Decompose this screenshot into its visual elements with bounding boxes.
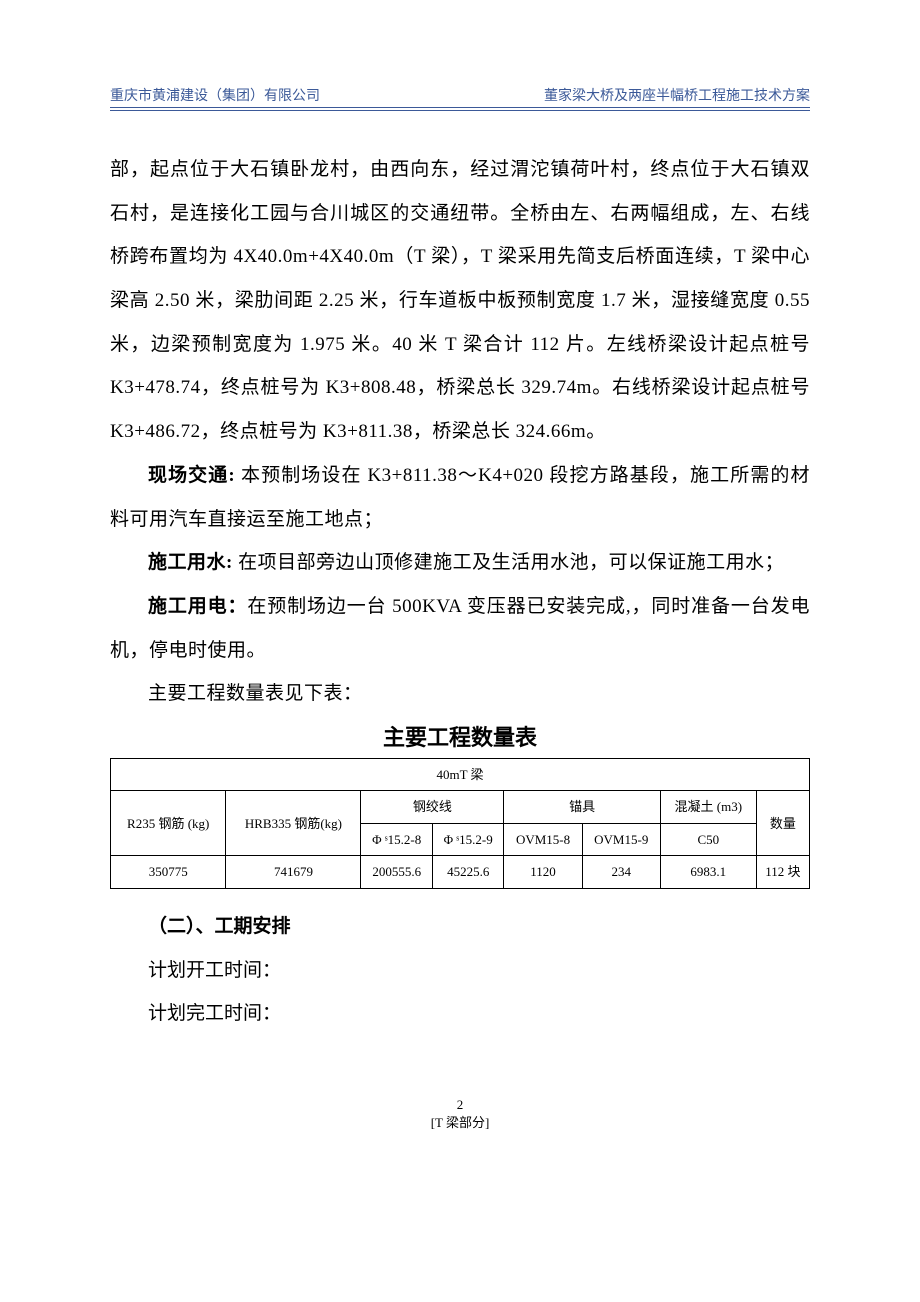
line-end-date: 计划完工时间：	[110, 992, 810, 1036]
paragraph-table-intro: 主要工程数量表见下表：	[110, 672, 810, 716]
paragraph-power: 施工用电：在预制场边一台 500KVA 变压器已安装完成,，同时准备一台发电机，…	[110, 585, 810, 672]
table-title: 主要工程数量表	[110, 720, 810, 752]
footer-note: [T 梁部分]	[110, 1114, 810, 1132]
page-number: 2	[110, 1096, 810, 1114]
table-row: R235 钢筋 (kg) HRB335 钢筋(kg) 钢绞线 锚具 混凝土 (m…	[111, 791, 810, 824]
col-hrb335: HRB335 钢筋(kg)	[226, 791, 361, 856]
section-schedule-heading: （二）、工期安排	[110, 905, 810, 949]
body-content: 部，起点位于大石镇卧龙村，由西向东，经过渭沱镇荷叶村，终点位于大石镇双石村，是连…	[110, 148, 810, 716]
paragraph-traffic: 现场交通: 本预制场设在 K3+811.38～K4+020 段挖方路基段，施工所…	[110, 454, 810, 541]
cell-anchor-a: 1120	[504, 856, 582, 889]
cell-strand-b: 45225.6	[432, 856, 504, 889]
col-strand: 钢绞线	[361, 791, 504, 824]
label-traffic: 现场交通:	[148, 465, 235, 486]
col-strand-a: Φ ˢ15.2-8	[361, 823, 433, 856]
cell-anchor-b: 234	[582, 856, 660, 889]
col-anchor-b: OVM15-9	[582, 823, 660, 856]
header-right: 董家梁大桥及两座半幅桥工程施工技术方案	[544, 85, 810, 105]
col-concrete: 混凝土 (m3)	[660, 791, 756, 824]
col-r235: R235 钢筋 (kg)	[111, 791, 226, 856]
table-caption: 40mT 梁	[111, 758, 810, 791]
label-power: 施工用电：	[148, 596, 247, 617]
col-c50: C50	[660, 823, 756, 856]
paragraph-overview: 部，起点位于大石镇卧龙村，由西向东，经过渭沱镇荷叶村，终点位于大石镇双石村，是连…	[110, 148, 810, 454]
col-anchor: 锚具	[504, 791, 660, 824]
page-footer: 2 [T 梁部分]	[110, 1096, 810, 1132]
quantity-table: 40mT 梁 R235 钢筋 (kg) HRB335 钢筋(kg) 钢绞线 锚具…	[110, 758, 810, 889]
cell-hrb335: 741679	[226, 856, 361, 889]
cell-strand-a: 200555.6	[361, 856, 433, 889]
paragraph-water: 施工用水: 在项目部旁边山顶修建施工及生活用水池，可以保证施工用水；	[110, 541, 810, 585]
page-header: 重庆市黄浦建设（集团）有限公司 董家梁大桥及两座半幅桥工程施工技术方案	[110, 85, 810, 108]
col-qty: 数量	[756, 791, 809, 856]
label-water: 施工用水:	[148, 552, 233, 573]
table-row: 350775 741679 200555.6 45225.6 1120 234 …	[111, 856, 810, 889]
cell-c50: 6983.1	[660, 856, 756, 889]
text-water: 在项目部旁边山顶修建施工及生活用水池，可以保证施工用水；	[233, 552, 784, 573]
cell-r235: 350775	[111, 856, 226, 889]
table-row: 40mT 梁	[111, 758, 810, 791]
col-anchor-a: OVM15-8	[504, 823, 582, 856]
line-start-date: 计划开工时间：	[110, 949, 810, 993]
header-left: 重庆市黄浦建设（集团）有限公司	[110, 85, 320, 105]
col-strand-b: Φ ˢ15.2-9	[432, 823, 504, 856]
cell-qty: 112 块	[756, 856, 809, 889]
